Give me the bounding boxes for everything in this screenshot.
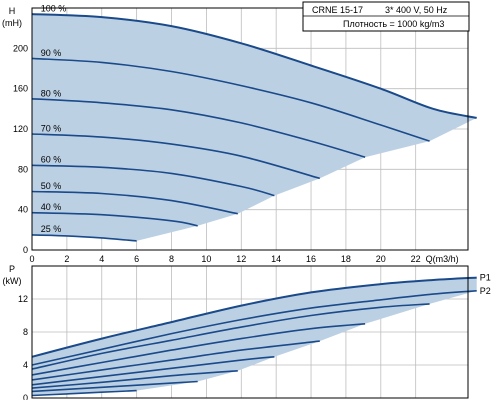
curve-power-5: [31, 356, 275, 386]
curve-speed-label: 25 %: [41, 224, 62, 234]
x-tick-label: 12: [236, 254, 246, 264]
x-tick-label: 22: [411, 254, 421, 264]
curve-head-50: [31, 190, 238, 215]
x-tick-label: 0: [29, 254, 34, 264]
y-axis-label: H: [9, 6, 16, 16]
curve-head-90: [31, 57, 430, 142]
curve-speed-label: 50 %: [41, 181, 62, 191]
y-tick-label: 12: [18, 294, 28, 304]
curve-power-2: [31, 303, 430, 370]
y-tick-label: 200: [13, 43, 28, 53]
curve-head-70: [31, 133, 321, 180]
x-tick-label: 16: [306, 254, 316, 264]
curve-power-6: [31, 370, 238, 389]
y-tick-label: 120: [13, 124, 28, 134]
curve-head-40: [31, 211, 198, 227]
info-box: CRNE 15-17 3* 400 V, 50 Hz Плотность = 1…: [302, 1, 470, 32]
density-label: Плотность = 1000 kg/m3: [343, 19, 444, 29]
plot-frame: [31, 265, 469, 399]
y-tick-label: 4: [23, 360, 28, 370]
x-tick-label: 2: [64, 254, 69, 264]
curve-end-label-p1: P1: [480, 273, 491, 283]
curve-head-60: [31, 164, 275, 197]
y-tick-label: 0: [23, 393, 28, 400]
y-tick-label: 0: [23, 245, 28, 255]
x-tick-label: 14: [271, 254, 281, 264]
y-tick-label: 80: [18, 164, 28, 174]
x-tick-label: 10: [201, 254, 211, 264]
pump-model-label: CRNE 15-17: [312, 5, 363, 15]
x-tick-label: 6: [134, 254, 139, 264]
y-tick-label: 40: [18, 205, 28, 215]
y-axis-label: P: [9, 264, 15, 274]
x-tick-label: 8: [169, 254, 174, 264]
curve-power-3: [31, 323, 366, 376]
head-curve-panel: 100 %90 %80 %70 %60 %50 %40 %25 %0408012…: [2, 3, 477, 264]
info-box-frame: [302, 1, 470, 32]
curve-power-4: [31, 340, 320, 381]
y-axis-unit: (kW): [3, 276, 22, 286]
y-tick-label: 160: [13, 84, 28, 94]
supply-label: 3* 400 V, 50 Hz: [385, 5, 448, 15]
curve-speed-label: 90 %: [41, 48, 62, 58]
curve-head-100: [31, 13, 477, 119]
curve-head-80: [31, 98, 366, 158]
curve-power-8: [31, 389, 137, 397]
operating-area-fill: [32, 14, 477, 241]
x-tick-label: 20: [376, 254, 386, 264]
x-tick-label: 18: [341, 254, 351, 264]
x-tick-label: 4: [99, 254, 104, 264]
curve-end-label-p2: P2: [480, 286, 491, 296]
y-tick-label: 8: [23, 327, 28, 337]
x-axis-label: Q(m3/h): [426, 254, 459, 264]
curve-speed-label: 80 %: [41, 88, 62, 98]
curve-speed-label: 40 %: [41, 202, 62, 212]
curve-power-P1: [31, 276, 477, 358]
curve-power-7: [31, 380, 198, 393]
curve-speed-label: 70 %: [41, 123, 62, 133]
curve-speed-label: 60 %: [41, 155, 62, 165]
curve-head-25: [31, 234, 137, 242]
plot-frame: [31, 7, 469, 251]
curve-power-P2: [31, 290, 477, 366]
y-axis-unit: (mH): [2, 18, 22, 28]
power-curve-panel: P1 P2 0 4 8 12 P (kW): [3, 264, 491, 400]
